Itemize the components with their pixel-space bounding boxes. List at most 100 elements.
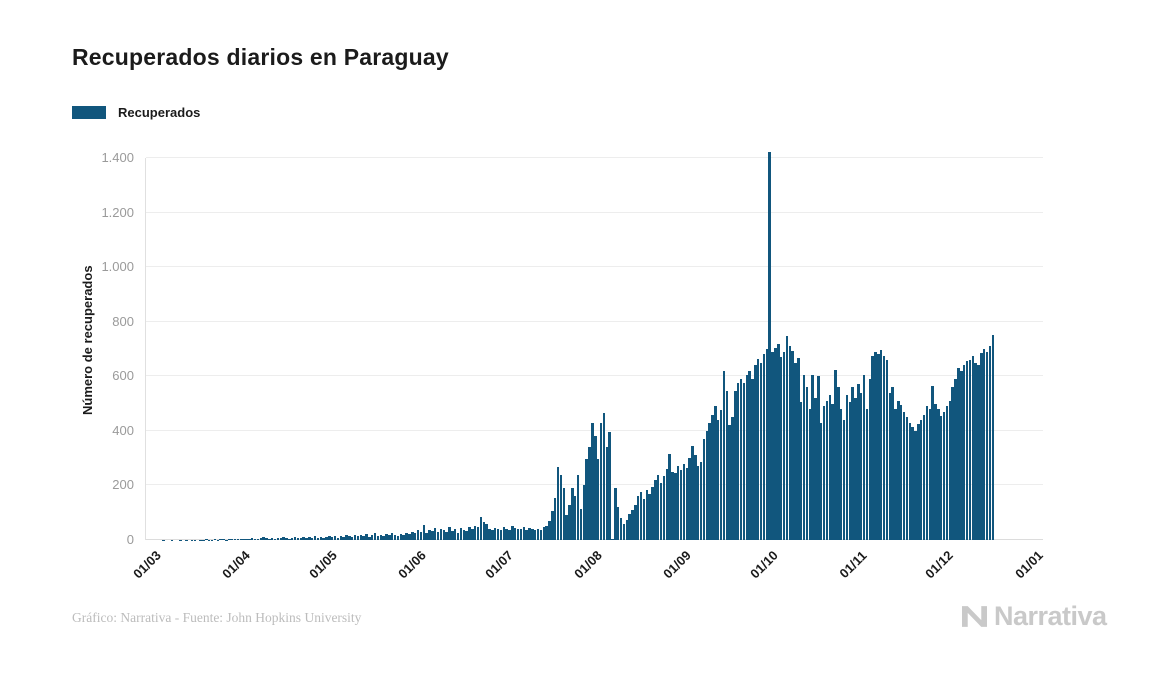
- bar[interactable]: [745, 374, 749, 540]
- bar[interactable]: [622, 523, 626, 540]
- bar[interactable]: [528, 528, 531, 540]
- bar[interactable]: [539, 529, 543, 540]
- bar[interactable]: [737, 383, 740, 540]
- bar[interactable]: [662, 475, 666, 540]
- bar[interactable]: [934, 403, 937, 540]
- bar[interactable]: [931, 385, 934, 540]
- bar[interactable]: [805, 387, 809, 540]
- bar[interactable]: [571, 488, 574, 540]
- bar[interactable]: [522, 527, 526, 540]
- bar[interactable]: [431, 531, 434, 540]
- bar[interactable]: [382, 536, 385, 540]
- bar[interactable]: [980, 353, 983, 540]
- bar[interactable]: [940, 415, 943, 540]
- bar[interactable]: [239, 539, 242, 540]
- bar[interactable]: [682, 463, 686, 540]
- bar[interactable]: [942, 411, 946, 540]
- bar[interactable]: [213, 539, 217, 540]
- bar[interactable]: [302, 537, 305, 540]
- bar[interactable]: [842, 419, 846, 540]
- bar[interactable]: [388, 535, 391, 540]
- bar[interactable]: [288, 538, 291, 540]
- bar[interactable]: [579, 509, 583, 540]
- bar[interactable]: [268, 538, 271, 540]
- bar[interactable]: [325, 536, 328, 540]
- bar[interactable]: [519, 528, 523, 540]
- bar[interactable]: [894, 409, 897, 540]
- bar[interactable]: [685, 467, 688, 540]
- bar[interactable]: [714, 406, 717, 540]
- bar[interactable]: [605, 447, 608, 540]
- bar[interactable]: [728, 425, 731, 540]
- bar[interactable]: [751, 379, 754, 540]
- bar[interactable]: [671, 471, 674, 540]
- bar[interactable]: [299, 538, 302, 540]
- bar[interactable]: [631, 510, 634, 540]
- bar[interactable]: [559, 474, 563, 540]
- bar[interactable]: [399, 533, 403, 540]
- bar[interactable]: [445, 531, 448, 540]
- bar[interactable]: [945, 406, 949, 540]
- bar[interactable]: [342, 536, 345, 540]
- bar[interactable]: [654, 479, 657, 540]
- bar[interactable]: [468, 527, 471, 540]
- bar[interactable]: [851, 386, 854, 540]
- bar[interactable]: [920, 419, 923, 540]
- bar[interactable]: [565, 514, 568, 540]
- bar[interactable]: [328, 535, 331, 540]
- bar[interactable]: [402, 535, 405, 540]
- bar[interactable]: [419, 531, 423, 540]
- bar[interactable]: [362, 535, 365, 540]
- bar[interactable]: [634, 504, 637, 540]
- bar[interactable]: [245, 539, 248, 540]
- bar[interactable]: [951, 387, 954, 540]
- bar[interactable]: [479, 517, 483, 540]
- bar[interactable]: [825, 400, 829, 540]
- bar[interactable]: [273, 538, 277, 540]
- bar[interactable]: [502, 526, 505, 540]
- bar[interactable]: [230, 539, 234, 540]
- bar[interactable]: [270, 537, 274, 540]
- bar[interactable]: [248, 538, 251, 540]
- bar[interactable]: [488, 528, 491, 540]
- bar[interactable]: [742, 383, 746, 540]
- bar[interactable]: [694, 455, 697, 540]
- bar[interactable]: [697, 466, 700, 540]
- bar[interactable]: [545, 525, 548, 540]
- bar[interactable]: [948, 400, 952, 540]
- bar[interactable]: [991, 335, 994, 540]
- bar[interactable]: [722, 370, 726, 540]
- bar[interactable]: [285, 538, 288, 540]
- bar[interactable]: [296, 537, 300, 540]
- bar[interactable]: [333, 536, 337, 540]
- bar[interactable]: [928, 409, 932, 540]
- bar[interactable]: [839, 409, 843, 540]
- bar[interactable]: [885, 359, 889, 540]
- bar[interactable]: [679, 470, 683, 540]
- bar[interactable]: [782, 351, 786, 540]
- bar[interactable]: [859, 392, 863, 540]
- bar[interactable]: [511, 526, 514, 540]
- bar[interactable]: [236, 539, 240, 540]
- bar[interactable]: [442, 530, 445, 540]
- bar[interactable]: [891, 387, 894, 540]
- bar[interactable]: [531, 529, 534, 540]
- bar[interactable]: [351, 537, 354, 540]
- bar[interactable]: [233, 539, 237, 540]
- bar[interactable]: [591, 422, 594, 540]
- bar[interactable]: [819, 422, 823, 540]
- bar[interactable]: [348, 536, 351, 540]
- bar[interactable]: [974, 363, 977, 540]
- bar[interactable]: [371, 535, 374, 540]
- bar[interactable]: [757, 358, 760, 540]
- bar[interactable]: [482, 522, 485, 540]
- bar[interactable]: [857, 383, 860, 540]
- bar[interactable]: [699, 462, 703, 540]
- bar[interactable]: [911, 426, 914, 540]
- bar[interactable]: [250, 538, 254, 540]
- bar[interactable]: [862, 375, 866, 540]
- bar[interactable]: [514, 528, 517, 540]
- bar[interactable]: [611, 539, 614, 540]
- bar[interactable]: [242, 538, 245, 540]
- bar[interactable]: [771, 351, 774, 540]
